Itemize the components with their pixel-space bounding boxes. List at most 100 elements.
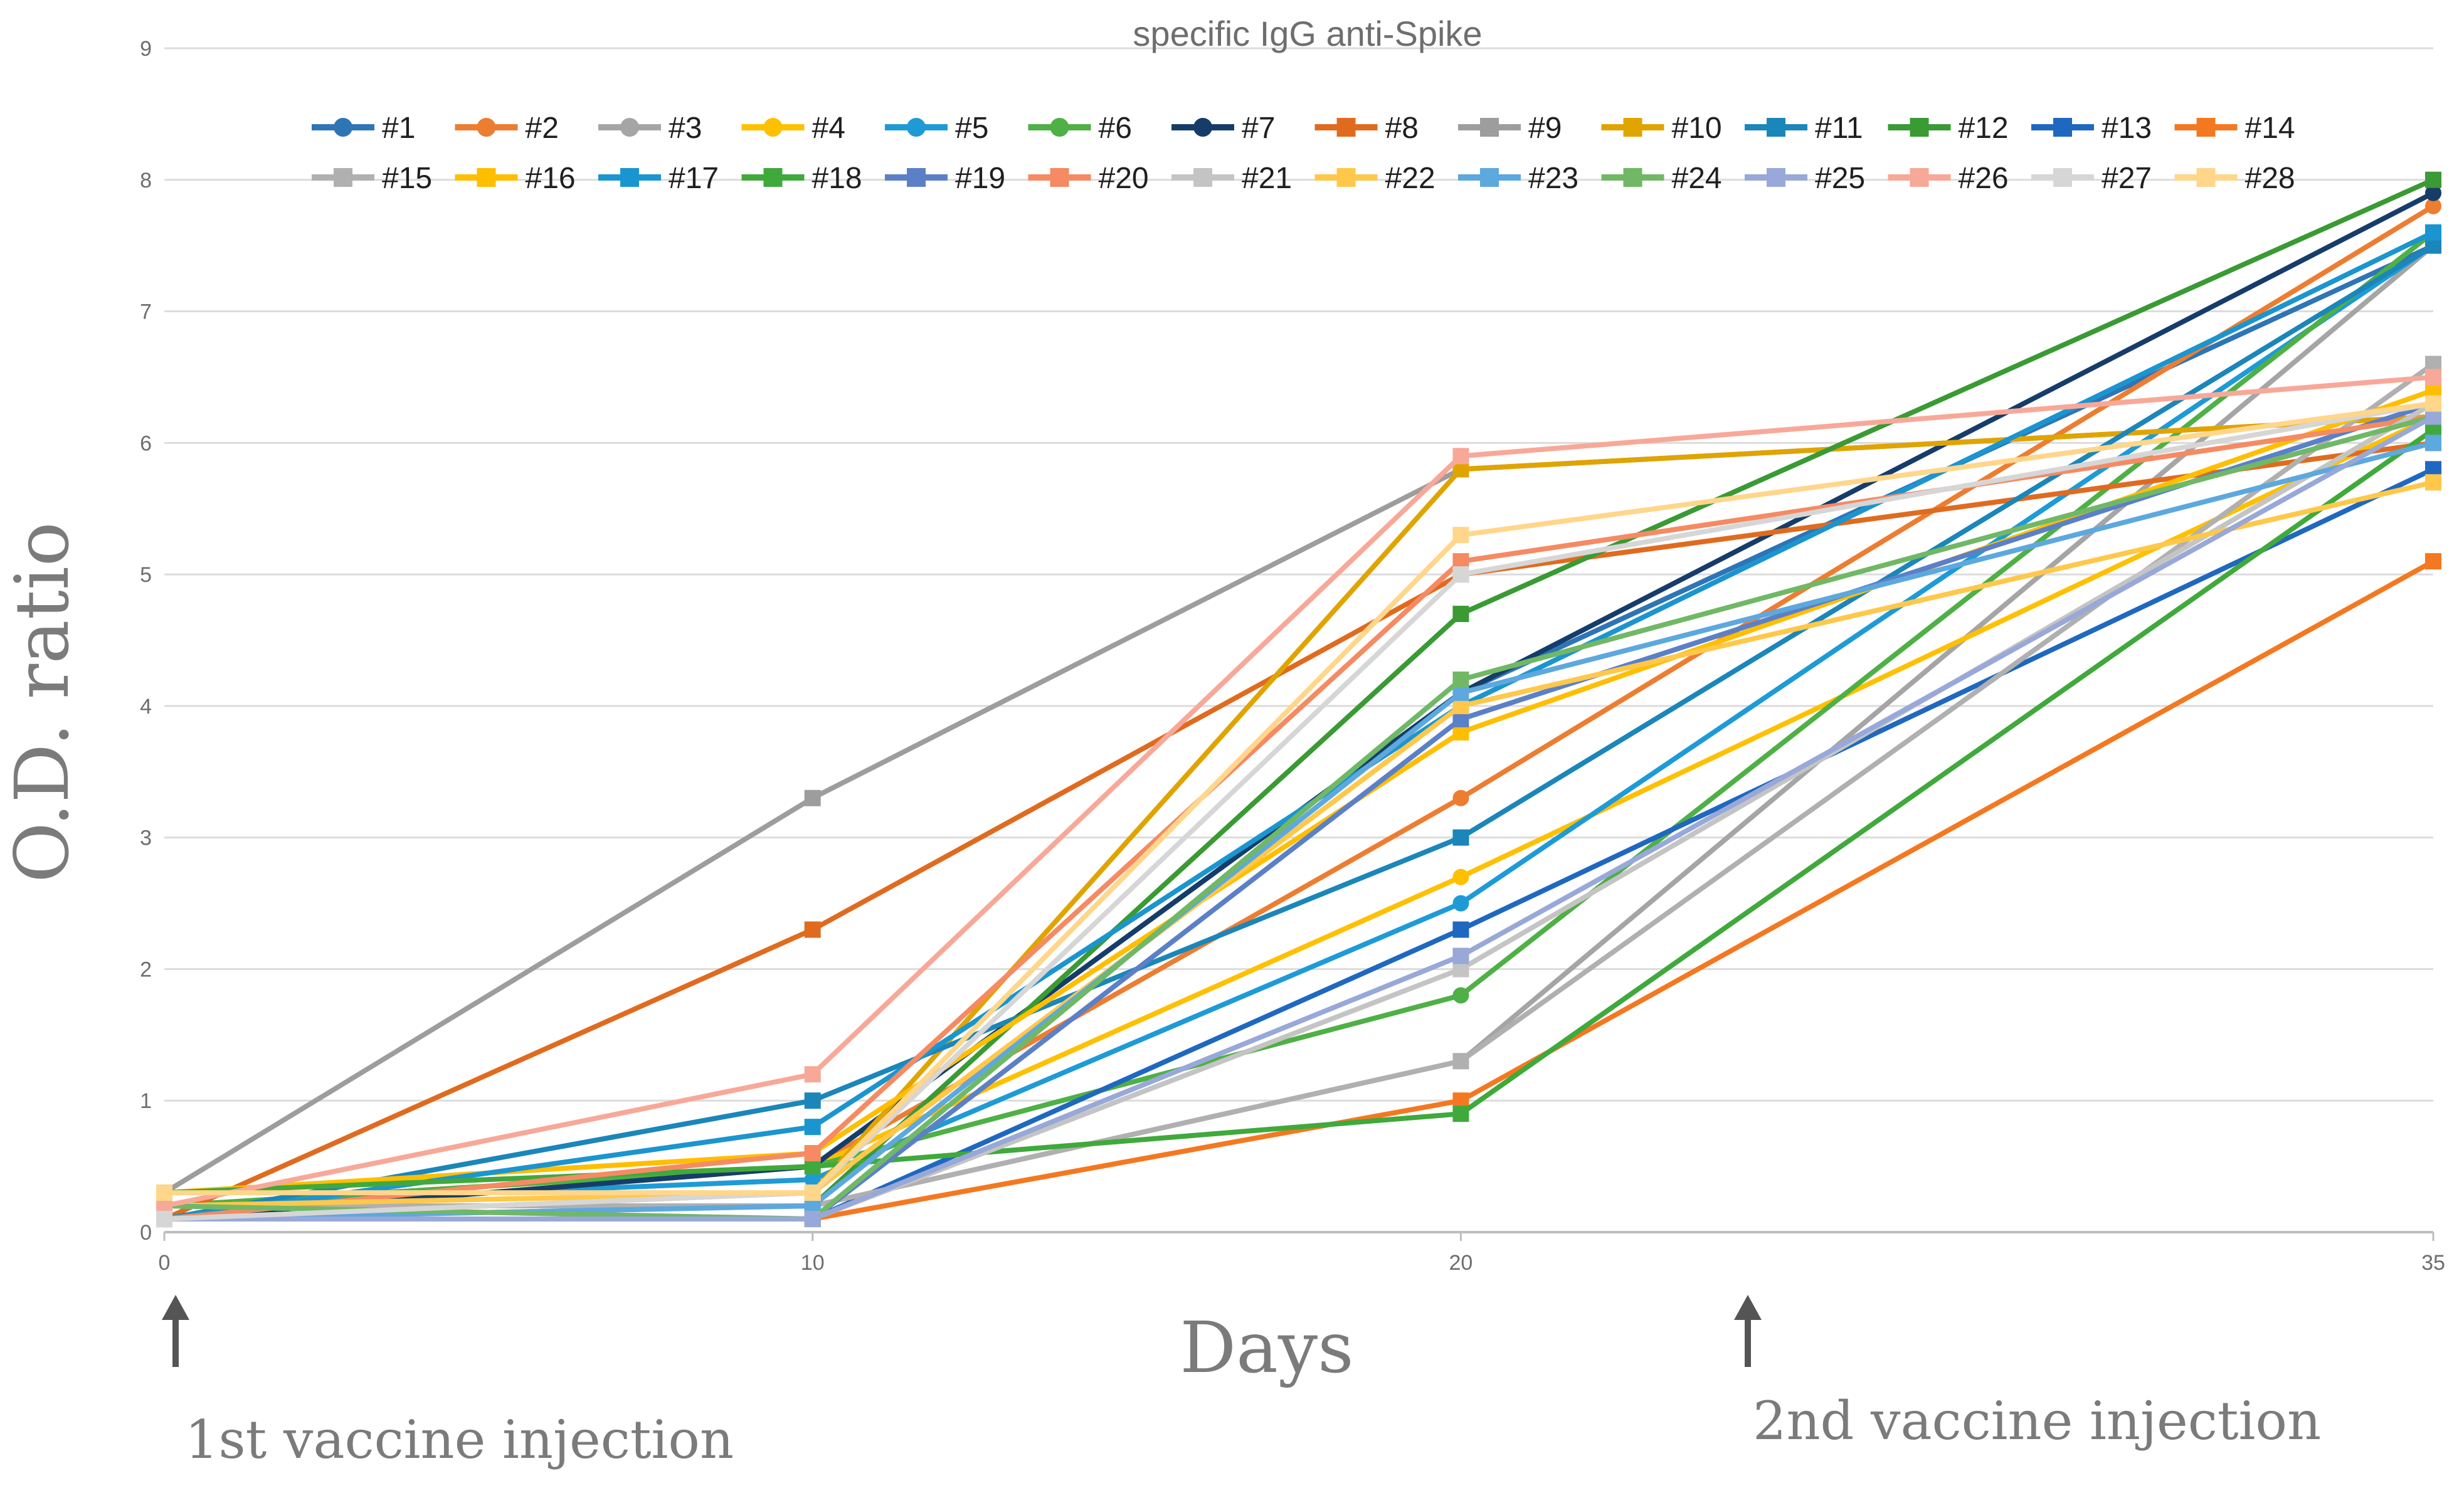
legend-item: #5 xyxy=(885,112,988,145)
legend-label: #16 xyxy=(526,162,576,195)
legend-swatch-marker xyxy=(1050,118,1069,137)
data-point xyxy=(2425,184,2441,201)
legend-item: #19 xyxy=(885,162,1005,195)
data-point xyxy=(1452,671,1469,688)
legend-swatch-marker xyxy=(907,118,926,137)
series-line xyxy=(164,401,2434,1222)
legend-item: #12 xyxy=(1888,112,2009,145)
legend-item: #24 xyxy=(1601,162,1722,195)
first-injection-label: 1st vaccine injection xyxy=(185,1409,734,1470)
legend-swatch-marker xyxy=(1480,168,1499,187)
data-point xyxy=(2425,198,2441,214)
data-point xyxy=(1452,987,1469,1004)
series-line xyxy=(164,428,2435,1196)
legend-swatch-marker xyxy=(907,168,926,187)
data-point xyxy=(156,1211,172,1228)
legend-label: #10 xyxy=(1672,112,1722,145)
legend-swatch-marker xyxy=(1480,118,1499,137)
y-tick-label: 1 xyxy=(140,1089,152,1113)
data-point xyxy=(1452,947,1469,964)
data-point xyxy=(804,1171,821,1188)
chart-title: specific IgG anti-Spike xyxy=(1133,14,1482,53)
legend-label: #2 xyxy=(526,112,559,145)
legend-label: #23 xyxy=(1528,162,1578,195)
series-line xyxy=(164,374,2434,1208)
data-point xyxy=(804,1145,821,1162)
data-point xyxy=(804,1119,821,1136)
data-point xyxy=(804,1066,821,1083)
series-layer xyxy=(156,171,2441,1228)
legend-label: #17 xyxy=(669,162,719,195)
legend-swatch-marker xyxy=(1623,168,1642,187)
legend-swatch-marker xyxy=(1910,118,1929,137)
legend-label: #14 xyxy=(2245,112,2295,145)
legend-swatch-marker xyxy=(1336,168,1356,187)
data-point xyxy=(1452,921,1469,938)
legend-label: #15 xyxy=(382,162,432,195)
legend-label: #22 xyxy=(1385,162,1436,195)
data-point xyxy=(1452,829,1469,846)
x-axis-title: Days xyxy=(1180,1307,1353,1389)
legend-label: #20 xyxy=(1099,162,1149,195)
legend-swatch-marker xyxy=(2053,168,2072,187)
legend-item: #14 xyxy=(2174,112,2295,145)
legend-label: #19 xyxy=(955,162,1005,195)
legend-label: #3 xyxy=(669,112,702,145)
legend-label: #8 xyxy=(1385,112,1419,145)
legend-swatch-marker xyxy=(477,118,496,137)
legend-swatch-marker xyxy=(1193,118,1212,137)
legend-swatch-marker xyxy=(477,168,496,187)
legend-item: #25 xyxy=(1745,162,1865,195)
data-point xyxy=(2425,369,2441,386)
legend-label: #25 xyxy=(1815,162,1865,195)
series-line xyxy=(164,414,2435,1222)
legend-label: #26 xyxy=(1959,162,2009,195)
legend-item: #7 xyxy=(1171,112,1275,145)
data-point xyxy=(1452,1105,1469,1122)
legend-swatch-marker xyxy=(763,168,783,187)
legend-swatch-marker xyxy=(1050,168,1069,187)
legend-label: #28 xyxy=(2245,162,2295,195)
legend-item: #23 xyxy=(1458,162,1578,195)
x-tick-label: 10 xyxy=(801,1251,825,1275)
x-axis-ticks: 0 10 20 35 xyxy=(159,1232,2445,1275)
gridlines xyxy=(164,47,2433,1102)
legend-swatch-marker xyxy=(2196,118,2216,137)
legend-item: #3 xyxy=(598,112,702,145)
data-point xyxy=(2425,553,2441,570)
data-point xyxy=(1452,448,1469,465)
y-axis-title: O.D. ratio xyxy=(0,522,85,883)
legend-item: #22 xyxy=(1314,162,1436,195)
data-point xyxy=(1452,1053,1469,1070)
legend-swatch-marker xyxy=(1623,118,1642,137)
data-point xyxy=(1452,895,1469,912)
y-tick-label: 2 xyxy=(140,958,152,981)
legend-swatch-marker xyxy=(620,168,639,187)
legend-label: #13 xyxy=(2102,112,2152,145)
data-point xyxy=(804,921,821,938)
legend-item: #16 xyxy=(455,162,576,195)
legend-swatch-marker xyxy=(620,118,639,137)
legend-item: #26 xyxy=(1888,162,2009,195)
legend-item: #11 xyxy=(1745,112,1863,145)
data-point xyxy=(804,1211,821,1228)
legend-item: #18 xyxy=(741,162,862,195)
legend-swatch-marker xyxy=(2053,118,2072,137)
y-tick-label: 6 xyxy=(140,431,152,455)
y-tick-label: 9 xyxy=(140,37,152,61)
legend-label: #1 xyxy=(382,112,415,145)
legend-item: #15 xyxy=(312,162,432,195)
legend-item: #2 xyxy=(455,112,559,145)
legend-swatch-marker xyxy=(334,168,352,187)
legend-item: #17 xyxy=(598,162,719,195)
legend-item: #6 xyxy=(1028,112,1132,145)
x-tick-label: 20 xyxy=(1449,1251,1473,1275)
data-point xyxy=(2425,474,2441,491)
legend-label: #21 xyxy=(1242,162,1292,195)
legend-item: #21 xyxy=(1171,162,1292,195)
legend-label: #5 xyxy=(955,112,988,145)
data-point xyxy=(2425,435,2441,451)
y-axis-ticks: 0 1 2 3 4 5 6 7 8 9 xyxy=(140,37,152,1245)
legend-swatch-marker xyxy=(2196,168,2216,187)
